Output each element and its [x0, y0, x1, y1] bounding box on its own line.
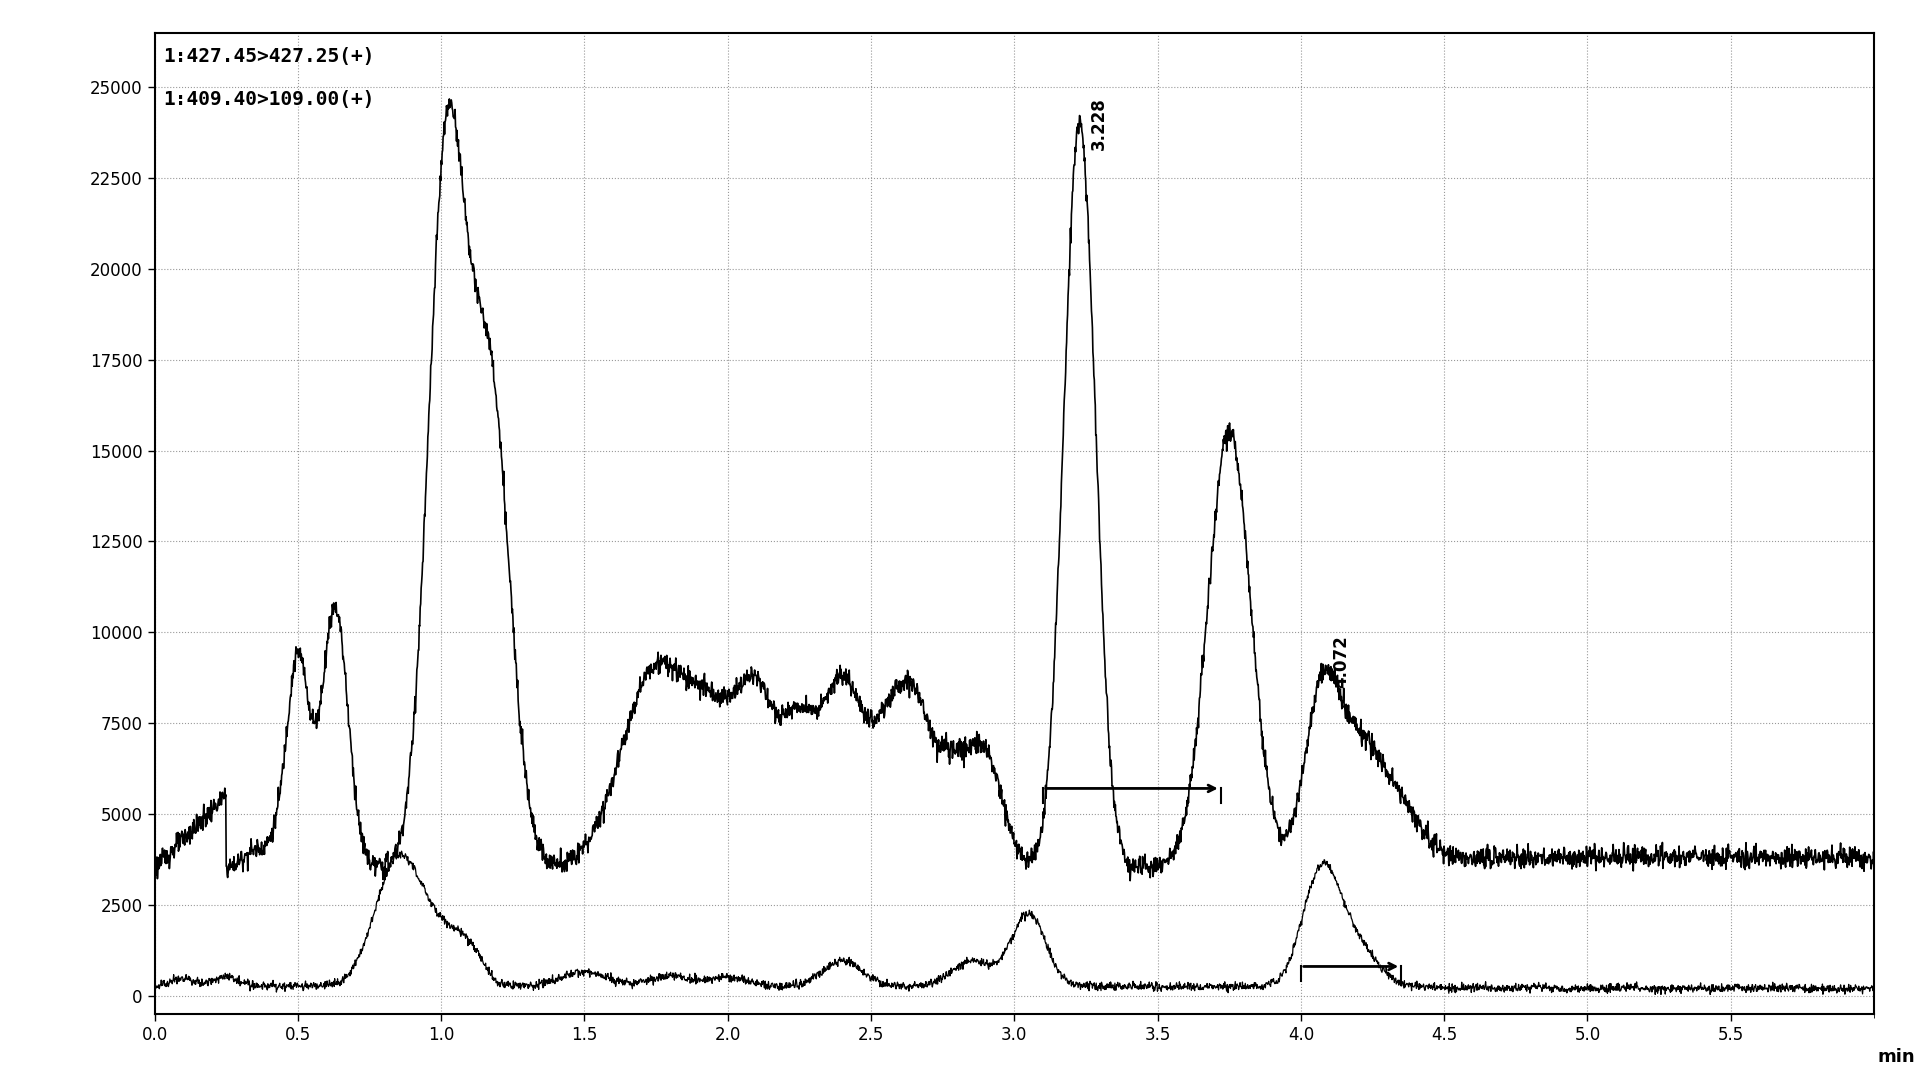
Text: min: min — [1878, 1047, 1915, 1066]
Text: 4.072: 4.072 — [1333, 634, 1350, 688]
Text: 3.228: 3.228 — [1090, 97, 1109, 150]
Text: 1:427.45>427.25(+): 1:427.45>427.25(+) — [162, 47, 375, 66]
Text: 1:409.40>109.00(+): 1:409.40>109.00(+) — [162, 89, 375, 109]
